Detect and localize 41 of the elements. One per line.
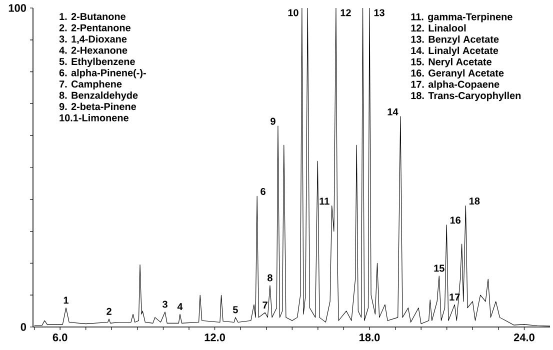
annotation: 7 bbox=[262, 302, 268, 308]
annotation: 1. 2-Butanone bbox=[60, 12, 126, 20]
annotation: 8 bbox=[268, 274, 272, 282]
annotation: 14 bbox=[388, 108, 398, 116]
annotation: 3. 1,4-Dioxane bbox=[59, 35, 127, 44]
y-tick-label: 0 bbox=[20, 323, 26, 331]
annotation: 14. Linalyl Acetate bbox=[411, 46, 498, 56]
annotation: 3 bbox=[162, 300, 168, 308]
annotation: 7. Camphene bbox=[59, 80, 122, 90]
annotation: 16. Geranyl Acetate bbox=[411, 69, 504, 79]
annotation: 11. gamma-Terpinene bbox=[411, 12, 512, 22]
annotation: 10 bbox=[288, 9, 298, 16]
annotation: 2. 2-Pentanone bbox=[59, 24, 130, 32]
annotation: 11 bbox=[320, 198, 330, 205]
x-tick-label: 24.0 bbox=[514, 334, 534, 342]
annotation: 2 bbox=[106, 308, 112, 315]
annotation: 4 bbox=[177, 303, 183, 310]
annotation: 4. 2-Hexanone bbox=[59, 46, 128, 54]
annotation: 1 bbox=[64, 296, 68, 304]
annotation: 12. Linalool bbox=[411, 24, 466, 32]
annotation: 18 bbox=[470, 198, 480, 205]
annotation: 6 bbox=[260, 188, 266, 196]
annotation: 8. Benzaldehyde bbox=[59, 92, 138, 101]
annotation: 16 bbox=[450, 216, 461, 224]
x-tick-label: 18.0 bbox=[360, 334, 380, 342]
annotation: 18. Trans-Caryophyllen bbox=[411, 92, 521, 102]
annotation: 15 bbox=[434, 264, 444, 272]
y-tick-label: 100 bbox=[8, 4, 26, 12]
annotation: 9. 2-beta-Pinene bbox=[59, 102, 136, 110]
annotation: 10.1-Limonene bbox=[60, 114, 128, 122]
annotation: 5 bbox=[232, 306, 238, 314]
x-tick-label: 12.0 bbox=[204, 334, 225, 342]
x-tick-label: 6.0 bbox=[52, 334, 68, 342]
annotation: 13. Benzyl Acetate bbox=[411, 36, 499, 45]
annotation: 12 bbox=[340, 9, 351, 16]
annotation: 5. Ethylbenzene bbox=[59, 58, 135, 68]
annotation: 9 bbox=[270, 118, 276, 125]
annotation: 17. alpha-Copaene bbox=[411, 80, 500, 90]
annotation: 15. Neryl Acetate bbox=[411, 58, 492, 68]
annotation: 13 bbox=[374, 9, 384, 16]
annotation: 6. alpha-Pinene(-)- bbox=[59, 69, 146, 78]
